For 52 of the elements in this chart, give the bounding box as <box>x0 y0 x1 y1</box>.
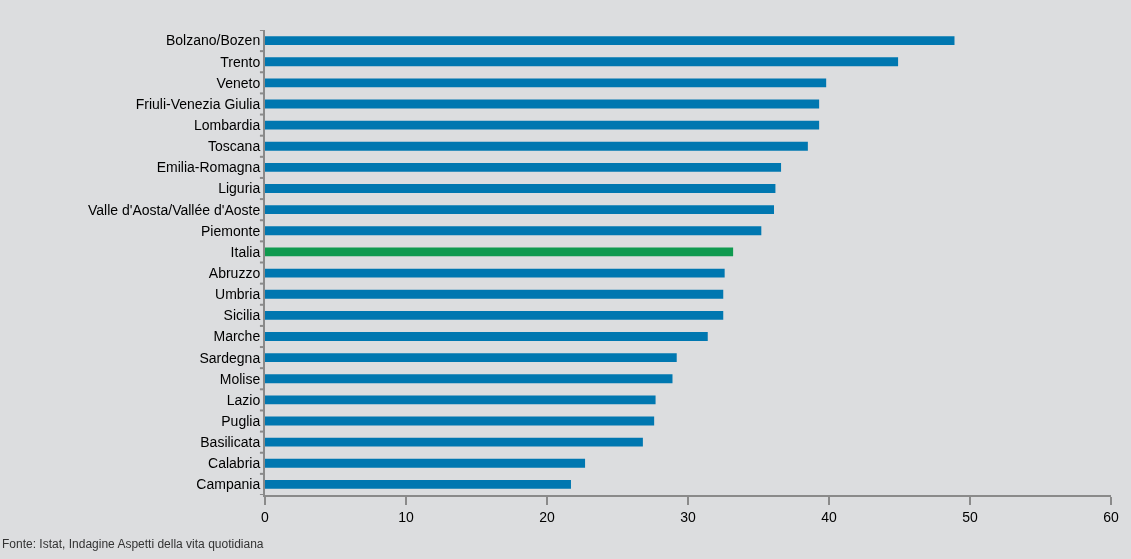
y-tick-label: Liguria <box>218 180 261 197</box>
source-note: Fonte: Istat, Indagine Aspetti della vita quotidiana <box>2 537 264 551</box>
bar <box>265 184 776 193</box>
bar <box>265 57 899 67</box>
bar <box>265 99 820 109</box>
bar <box>265 289 724 299</box>
bar <box>265 458 586 468</box>
y-tick-label: Piemonte <box>201 222 261 239</box>
x-tick-label: 40 <box>821 508 837 525</box>
bar <box>265 416 655 426</box>
y-tick-label: Valle d'Aosta/Vallée d'Aoste <box>88 201 261 218</box>
bar <box>265 120 820 130</box>
x-tick-label: 60 <box>1103 508 1119 525</box>
bar <box>265 310 724 320</box>
bar <box>265 78 827 88</box>
y-tick-label: Emilia-Romagna <box>156 159 261 176</box>
y-tick-label: Abruzzo <box>208 264 261 281</box>
y-tick-label: Friuli-Venezia Giulia <box>135 95 261 112</box>
bar <box>265 205 775 215</box>
y-tick-label: Molise <box>219 370 261 387</box>
y-tick-label: Lazio <box>226 391 261 408</box>
y-tick-label: Calabria <box>208 455 261 472</box>
bar <box>265 437 643 447</box>
bar <box>265 247 734 257</box>
x-tick-label: 30 <box>680 508 696 525</box>
x-tick-label: 0 <box>261 508 270 525</box>
bar <box>265 374 673 384</box>
x-tick-label: 10 <box>398 508 414 525</box>
bar <box>265 395 656 405</box>
y-tick-label: Puglia <box>221 412 261 429</box>
y-tick-label: Veneto <box>216 74 261 91</box>
bar <box>265 479 571 489</box>
x-tick-label: 50 <box>962 508 978 525</box>
bar <box>265 268 725 278</box>
bar <box>265 36 955 46</box>
bar <box>265 141 808 151</box>
y-tick-label: Toscana <box>208 138 261 155</box>
bar <box>265 332 708 341</box>
y-tick-label: Lombardia <box>194 117 261 134</box>
y-tick-label: Sardegna <box>199 349 261 366</box>
x-tick-label: 20 <box>539 508 555 525</box>
y-tick-label: Basilicata <box>200 434 261 451</box>
y-tick-label: Umbria <box>215 286 261 303</box>
bar <box>265 162 782 172</box>
y-tick-label: Bolzano/Bozen <box>166 32 261 49</box>
y-tick-label: Marche <box>213 328 261 345</box>
y-tick-label: Italia <box>230 243 261 260</box>
y-tick-label: Trento <box>220 53 261 70</box>
y-tick-label: Sicilia <box>223 307 261 324</box>
y-tick-label: Campania <box>196 476 261 493</box>
bar <box>265 353 677 363</box>
bar <box>265 226 762 236</box>
